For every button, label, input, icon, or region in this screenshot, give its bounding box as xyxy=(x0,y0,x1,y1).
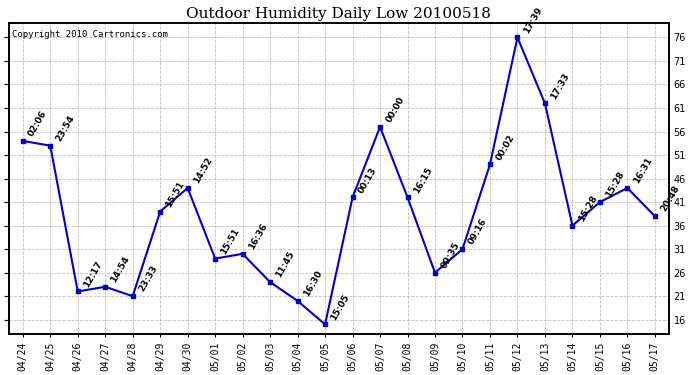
Text: 00:00: 00:00 xyxy=(384,95,406,124)
Title: Outdoor Humidity Daily Low 20100518: Outdoor Humidity Daily Low 20100518 xyxy=(186,7,491,21)
Text: 15:05: 15:05 xyxy=(329,292,351,322)
Text: 23:33: 23:33 xyxy=(137,264,159,293)
Text: 15:28: 15:28 xyxy=(604,170,626,200)
Text: 20:48: 20:48 xyxy=(659,184,681,213)
Text: 16:15: 16:15 xyxy=(412,165,434,195)
Text: 09:16: 09:16 xyxy=(466,217,489,246)
Text: 09:35: 09:35 xyxy=(439,241,462,270)
Text: 15:28: 15:28 xyxy=(577,194,599,223)
Text: 14:54: 14:54 xyxy=(110,255,132,284)
Text: 00:13: 00:13 xyxy=(357,165,379,195)
Text: 11:45: 11:45 xyxy=(274,250,297,279)
Text: 12:17: 12:17 xyxy=(82,259,104,289)
Text: 16:36: 16:36 xyxy=(247,222,269,251)
Text: 23:54: 23:54 xyxy=(55,114,77,143)
Text: 15:51: 15:51 xyxy=(219,226,242,256)
Text: 02:06: 02:06 xyxy=(27,109,49,138)
Text: 16:31: 16:31 xyxy=(631,156,653,185)
Text: 15:51: 15:51 xyxy=(164,179,186,209)
Text: Copyright 2010 Cartronics.com: Copyright 2010 Cartronics.com xyxy=(12,30,168,39)
Text: 17:33: 17:33 xyxy=(549,71,571,100)
Text: 16:30: 16:30 xyxy=(302,269,324,298)
Text: 14:52: 14:52 xyxy=(192,156,214,185)
Text: 00:02: 00:02 xyxy=(494,133,516,162)
Text: 17:39: 17:39 xyxy=(522,5,544,34)
